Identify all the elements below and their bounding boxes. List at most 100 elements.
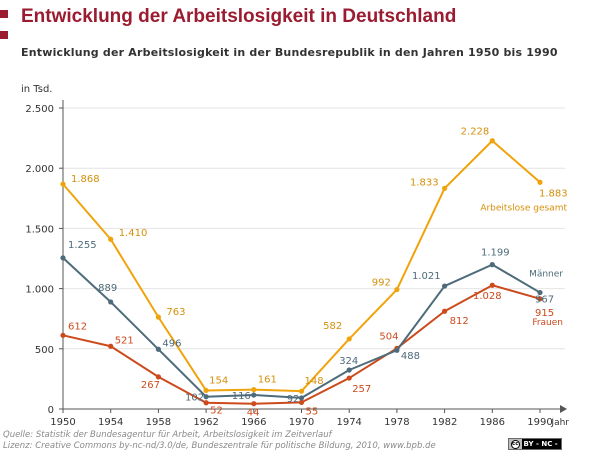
data-label-frauen: 521 [115, 335, 134, 346]
data-point-maenner [298, 395, 305, 401]
x-tick-label: 1958 [146, 417, 171, 428]
series-line-gesamt [62, 139, 541, 393]
data-point-maenner [442, 283, 448, 289]
data-point-maenner [346, 367, 352, 373]
source-line: Quelle: Statistik der Bundesagentur für … [3, 430, 332, 440]
y-tick-label: 1.500 [25, 224, 54, 235]
data-point-maenner [108, 299, 114, 305]
data-point-maenner [394, 347, 400, 353]
series-line-frauen [62, 284, 541, 405]
data-label-gesamt: 148 [305, 376, 324, 387]
data-label-gesamt: 582 [323, 321, 342, 332]
data-point-frauen [60, 332, 66, 338]
legend-maenner: Männer [529, 270, 563, 280]
x-tick-label: 1966 [241, 417, 266, 428]
data-point-maenner [251, 392, 257, 398]
data-label-maenner: 967 [535, 295, 554, 306]
data-point-gesamt [298, 388, 305, 394]
source-note: Quelle: Statistik der Bundesagentur für … [3, 430, 436, 451]
data-point-frauen [251, 401, 257, 407]
data-label-maenner: 1.255 [68, 240, 97, 251]
data-point-gesamt [60, 181, 66, 187]
legend-gesamt: Arbeitslose gesamt [480, 203, 567, 213]
x-tick-label: 1974 [336, 417, 361, 428]
series [60, 138, 543, 407]
data-point-maenner [489, 262, 495, 268]
title-marker-bottom [0, 31, 8, 39]
data-point-frauen [489, 282, 495, 288]
data-label-gesamt: 154 [209, 375, 228, 386]
data-label-frauen: 44 [247, 408, 260, 419]
data-label-maenner: 116 [232, 391, 251, 402]
y-tick-label: 0 [48, 405, 54, 416]
data-label-frauen: 812 [450, 316, 469, 327]
data-label-frauen: 915 [535, 308, 554, 319]
x-axis-arrow [560, 405, 567, 413]
data-label-gesamt: 1.868 [71, 174, 100, 185]
data-label-frauen: 1.028 [473, 291, 502, 302]
x-tick-label: 1990 [527, 417, 552, 428]
data-point-maenner [537, 289, 543, 296]
data-point-frauen [298, 399, 305, 405]
data-point-gesamt [108, 236, 114, 242]
license-badge-label: BY - NC - ND [521, 439, 561, 458]
data-point-gesamt [155, 314, 161, 320]
x-axis-label: Jahr [550, 418, 569, 428]
creative-commons-icon: cc [511, 439, 520, 449]
data-label-gesamt: 992 [372, 278, 391, 289]
x-tick-label: 1986 [480, 417, 505, 428]
data-point-frauen [203, 400, 209, 406]
page-title: Entwicklung der Arbeitslosigkeit in Deut… [21, 6, 457, 27]
data-point-maenner [203, 394, 209, 400]
data-point-frauen [155, 374, 161, 380]
data-label-frauen: 257 [352, 384, 371, 395]
data-point-gesamt [346, 336, 352, 342]
legend-frauen: Frauen [532, 318, 563, 328]
y-tick-label: 2.500 [25, 104, 54, 115]
data-point-gesamt [489, 138, 495, 144]
y-tick-label: 500 [35, 345, 54, 356]
data-label-maenner: 889 [98, 283, 117, 294]
x-tick-label: 1978 [384, 417, 409, 428]
license-line: Lizenz: Creative Commons by-nc-nd/3.0/de… [3, 440, 436, 451]
data-label-gesamt: 1.883 [539, 188, 568, 199]
data-label-frauen: 612 [68, 321, 87, 332]
data-label-maenner: 1.021 [412, 271, 441, 282]
data-label-frauen: 504 [379, 331, 398, 342]
data-point-frauen [346, 375, 352, 381]
data-label-maenner: 488 [401, 351, 420, 362]
data-label-gesamt: 1.410 [119, 228, 148, 239]
y-tick-label: 2.000 [25, 164, 54, 175]
data-point-gesamt [251, 387, 257, 393]
data-point-maenner [60, 255, 66, 261]
data-point-gesamt [442, 185, 448, 191]
data-point-gesamt [394, 286, 400, 293]
x-tick-label: 1950 [50, 417, 75, 428]
x-tick-label: 1962 [193, 417, 218, 428]
grid-lines [63, 107, 565, 350]
data-label-maenner: 102 [185, 393, 204, 404]
data-label-maenner: 324 [339, 356, 358, 367]
data-label-gesamt: 1.833 [410, 177, 439, 188]
data-label-maenner: 1.199 [481, 248, 510, 259]
data-point-frauen [537, 296, 543, 302]
data-label-maenner: 92 [287, 394, 300, 405]
data-label-frauen: 52 [210, 406, 223, 417]
title-marker-top [0, 10, 8, 18]
data-labels: 1.868 1.410 763 154 161 148 582 992 1.833 2.228 1.… [68, 127, 568, 419]
data-label-gesamt: 763 [166, 307, 185, 318]
y-tick-label: 1.000 [25, 285, 54, 296]
data-point-gesamt [537, 179, 543, 185]
data-label-gesamt: 161 [258, 375, 277, 386]
data-label-maenner: 496 [162, 338, 181, 349]
x-tick-label: 1970 [289, 417, 314, 428]
data-point-frauen [442, 308, 448, 314]
data-point-maenner [155, 346, 161, 352]
data-label-frauen: 55 [306, 406, 319, 417]
x-tick-label: 1982 [432, 417, 457, 428]
license-badge[interactable]: cc BY - NC - ND [508, 438, 562, 458]
y-axis-label: in Tsd. [21, 84, 52, 95]
page-subtitle: Entwicklung der Arbeitslosigkeit in der … [21, 46, 558, 59]
